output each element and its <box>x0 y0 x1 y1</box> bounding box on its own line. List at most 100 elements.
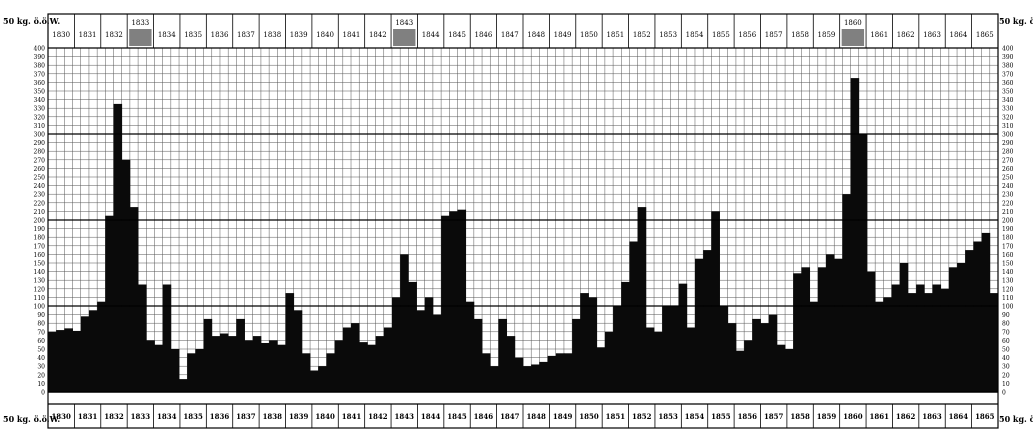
year-label-top: 1834 <box>158 31 176 39</box>
bar <box>604 331 614 392</box>
highlighted-year-marker <box>393 29 416 46</box>
bar <box>776 344 786 392</box>
bar <box>891 284 901 392</box>
y-tick-label-left: 110 <box>34 295 46 302</box>
bar <box>563 353 573 392</box>
bar <box>326 353 336 392</box>
year-label-bottom: 1852 <box>632 412 652 421</box>
bar <box>97 301 106 392</box>
bar <box>637 207 647 392</box>
bar <box>768 314 778 392</box>
y-tick-label-left: 10 <box>37 381 45 388</box>
year-label-bottom: 1849 <box>553 412 573 421</box>
bar <box>654 331 663 392</box>
y-tick-label-left: 240 <box>34 183 46 190</box>
year-label-bottom: 1842 <box>368 412 388 421</box>
bar <box>613 306 622 392</box>
year-label-top: 1854 <box>686 31 704 39</box>
y-tick-label-right: 250 <box>1002 175 1014 182</box>
y-tick-label-left: 250 <box>34 175 46 182</box>
bar <box>547 355 557 392</box>
y-tick-label-right: 310 <box>1002 123 1014 130</box>
bar <box>351 323 360 392</box>
y-tick-label-right: 150 <box>1002 261 1014 268</box>
year-label-bottom: 1865 <box>975 412 995 421</box>
unit-label-top-left: 50 kg. ö.ö.W. <box>3 16 60 26</box>
bar <box>334 340 344 392</box>
y-tick-label-left: 60 <box>37 338 45 345</box>
y-tick-label-left: 140 <box>34 269 46 276</box>
bar <box>121 159 131 392</box>
y-tick-label-right: 370 <box>1002 71 1014 78</box>
year-label-bottom: 1857 <box>764 412 784 421</box>
year-label-bottom: 1858 <box>790 412 810 421</box>
bar <box>80 316 90 392</box>
year-label-top: 1851 <box>606 31 624 39</box>
year-label-bottom: 1832 <box>104 412 124 421</box>
y-tick-label-left: 230 <box>34 192 46 199</box>
y-tick-label-right: 90 <box>1002 312 1010 319</box>
y-tick-label-left: 170 <box>34 243 46 250</box>
bar <box>269 340 278 392</box>
year-label-bottom: 1856 <box>738 412 758 421</box>
y-tick-label-right: 170 <box>1002 243 1014 250</box>
unit-label-bottom-right: 50 kg. ö.ö.W. <box>999 414 1033 424</box>
bar <box>170 349 180 392</box>
year-label-top: 1841 <box>343 31 361 39</box>
year-label-bottom: 1844 <box>421 412 441 421</box>
y-tick-label-right: 300 <box>1002 132 1014 139</box>
highlighted-year-marker <box>841 29 865 46</box>
year-label-top: 1831 <box>79 31 97 39</box>
bar <box>391 297 401 392</box>
y-tick-label-right: 60 <box>1002 338 1010 345</box>
bar <box>244 340 254 392</box>
y-tick-label-right: 40 <box>1002 355 1010 362</box>
y-tick-label-left: 390 <box>34 54 46 61</box>
year-label-bottom: 1840 <box>315 412 335 421</box>
year-label-top: 1846 <box>475 31 493 39</box>
y-tick-label-right: 280 <box>1002 149 1014 156</box>
bar <box>809 301 819 392</box>
y-tick-label-left: 0 <box>41 390 45 397</box>
bar <box>342 327 352 392</box>
y-tick-label-right: 360 <box>1002 80 1014 87</box>
y-tick-label-left: 180 <box>34 235 46 242</box>
y-tick-label-left: 190 <box>34 226 46 233</box>
y-tick-label-right: 130 <box>1002 278 1014 285</box>
bar <box>703 250 712 392</box>
bar <box>490 366 499 392</box>
bar <box>940 288 950 392</box>
bar <box>760 323 770 392</box>
bar <box>293 310 303 392</box>
bar <box>866 271 876 392</box>
bar <box>875 301 884 392</box>
y-tick-label-left: 80 <box>37 321 45 328</box>
bar <box>924 293 933 392</box>
y-tick-label-left: 70 <box>37 329 45 336</box>
bar <box>138 284 147 392</box>
year-label-top: 1837 <box>237 31 255 39</box>
bar <box>441 215 450 392</box>
year-label-bottom: 1836 <box>210 412 230 421</box>
year-label-bottom: 1834 <box>157 412 177 421</box>
bar <box>965 250 974 392</box>
bar <box>957 263 966 392</box>
bar <box>948 267 958 392</box>
bar <box>146 340 155 392</box>
y-tick-label-left: 290 <box>34 140 46 147</box>
year-label-top: 1859 <box>818 31 836 39</box>
year-label-top: 1836 <box>211 31 229 39</box>
year-label-bottom: 1855 <box>711 412 731 421</box>
y-tick-label-right: 100 <box>1002 304 1014 311</box>
bar <box>932 284 942 392</box>
bar <box>375 336 385 392</box>
year-label-top: 1865 <box>976 31 994 39</box>
y-tick-label-right: 330 <box>1002 106 1014 113</box>
y-tick-label-left: 30 <box>37 364 45 371</box>
y-tick-label-right: 350 <box>1002 89 1014 96</box>
y-tick-label-left: 130 <box>34 278 46 285</box>
bar <box>359 342 368 392</box>
year-label-top: 1856 <box>738 31 756 39</box>
bar <box>473 318 483 392</box>
